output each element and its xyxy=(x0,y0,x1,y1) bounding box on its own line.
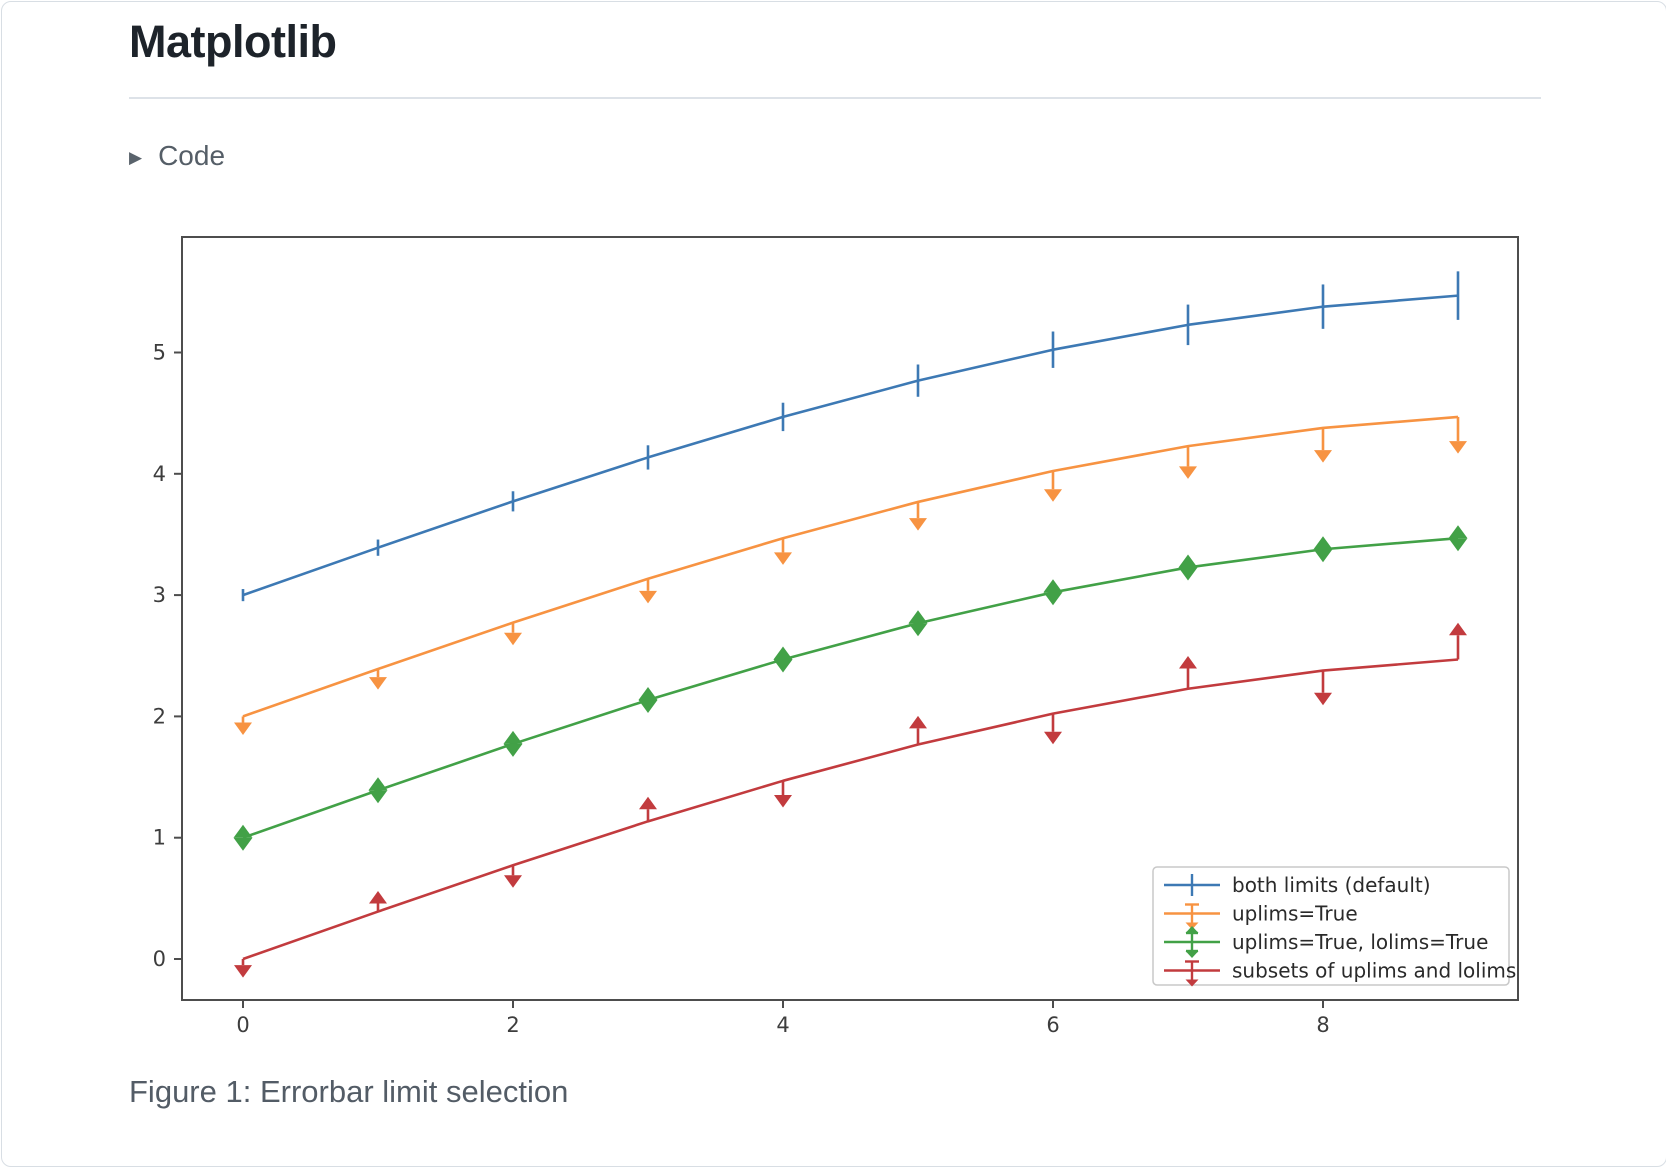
x-tick-label: 8 xyxy=(1316,1013,1329,1037)
legend-label: subsets of uplims and lolims xyxy=(1232,959,1516,983)
series-line xyxy=(242,536,1459,839)
limit-caret-icon xyxy=(774,552,792,565)
disclosure-triangle-icon: ▶ xyxy=(129,147,143,167)
x-axis: 0 2 4 6 8 xyxy=(236,1000,1330,1037)
limit-caret-icon xyxy=(909,715,927,729)
limit-caret-icon xyxy=(234,722,252,735)
page-title: Matplotlib xyxy=(129,16,337,67)
series-line xyxy=(242,294,1459,597)
limit-caret-icon xyxy=(1313,536,1333,550)
series-3 xyxy=(234,622,1467,978)
limit-caret-icon xyxy=(1185,979,1199,987)
limit-caret-icon xyxy=(1178,554,1198,568)
limit-caret-icon xyxy=(233,824,253,838)
legend-entry-3: subsets of uplims and lolims xyxy=(1164,959,1516,987)
limit-caret-icon xyxy=(909,518,927,531)
limit-caret-icon xyxy=(1043,592,1063,606)
x-tick-label: 2 xyxy=(506,1013,519,1037)
limit-caret-icon xyxy=(1314,692,1332,706)
limit-caret-icon xyxy=(638,687,658,701)
limit-caret-icon xyxy=(1178,567,1198,581)
axes-frame xyxy=(181,236,1519,1001)
limit-caret-icon xyxy=(1179,466,1197,479)
series-line xyxy=(242,415,1459,718)
limit-caret-icon xyxy=(368,777,388,791)
limit-caret-icon xyxy=(1044,731,1062,745)
limit-caret-icon xyxy=(503,730,523,744)
limit-caret-icon xyxy=(369,677,387,690)
legend-label: uplims=True xyxy=(1232,902,1358,926)
series-2 xyxy=(233,525,1468,851)
y-tick-label: 1 xyxy=(153,826,166,850)
limit-caret-icon xyxy=(1043,579,1063,593)
limit-caret-icon xyxy=(908,623,928,637)
limit-caret-icon xyxy=(369,890,387,904)
limit-caret-icon xyxy=(638,700,658,714)
x-tick-label: 0 xyxy=(236,1013,249,1037)
legend-entry-1: uplims=True xyxy=(1164,902,1358,930)
y-axis: 0 1 2 3 4 5 xyxy=(153,341,182,971)
limit-caret-icon xyxy=(234,965,252,978)
limit-caret-icon xyxy=(503,743,523,757)
legend-label: both limits (default) xyxy=(1232,873,1431,897)
limit-caret-icon xyxy=(233,837,253,851)
y-tick-label: 3 xyxy=(153,583,166,607)
legend: both limits (default) uplims=True uplims=T… xyxy=(1152,866,1516,987)
limit-caret-icon xyxy=(368,790,388,804)
legend-entry-2: uplims=True, lolims=True xyxy=(1164,926,1488,958)
limit-caret-icon xyxy=(504,875,522,888)
legend-label: uplims=True, lolims=True xyxy=(1232,930,1488,954)
limit-caret-icon xyxy=(1179,655,1197,669)
limit-caret-icon xyxy=(1448,538,1468,552)
y-tick-label: 4 xyxy=(153,462,166,486)
limit-caret-icon xyxy=(1185,926,1199,933)
x-tick-label: 6 xyxy=(1046,1013,1059,1037)
limit-caret-icon xyxy=(1448,525,1468,539)
limit-caret-icon xyxy=(908,610,928,624)
x-tick-label: 4 xyxy=(776,1013,789,1037)
series-1 xyxy=(234,415,1467,735)
code-disclosure[interactable]: ▶ Code xyxy=(129,140,225,172)
limit-caret-icon xyxy=(1449,441,1467,454)
limit-caret-icon xyxy=(1449,622,1467,636)
series-0 xyxy=(241,271,1460,602)
y-tick-label: 0 xyxy=(153,947,166,971)
y-tick-label: 2 xyxy=(153,704,166,728)
limit-caret-icon xyxy=(773,659,793,673)
series-line xyxy=(242,658,1459,961)
limit-caret-icon xyxy=(1313,549,1333,563)
limit-caret-icon xyxy=(1185,951,1199,958)
figure-caption: Figure 1: Errorbar limit selection xyxy=(129,1074,569,1109)
limit-caret-icon xyxy=(639,590,657,604)
limit-caret-icon xyxy=(1185,922,1199,930)
limit-caret-icon xyxy=(639,796,657,810)
limit-caret-icon xyxy=(1044,489,1062,502)
code-disclosure-label: Code xyxy=(158,140,226,171)
legend-box xyxy=(1152,866,1510,986)
limit-caret-icon xyxy=(773,646,793,660)
limit-caret-icon xyxy=(774,795,792,808)
title-divider xyxy=(129,97,1541,99)
legend-entry-0: both limits (default) xyxy=(1164,873,1431,897)
limit-caret-icon xyxy=(1314,450,1332,463)
y-tick-label: 5 xyxy=(153,341,166,365)
limit-caret-icon xyxy=(504,632,522,646)
